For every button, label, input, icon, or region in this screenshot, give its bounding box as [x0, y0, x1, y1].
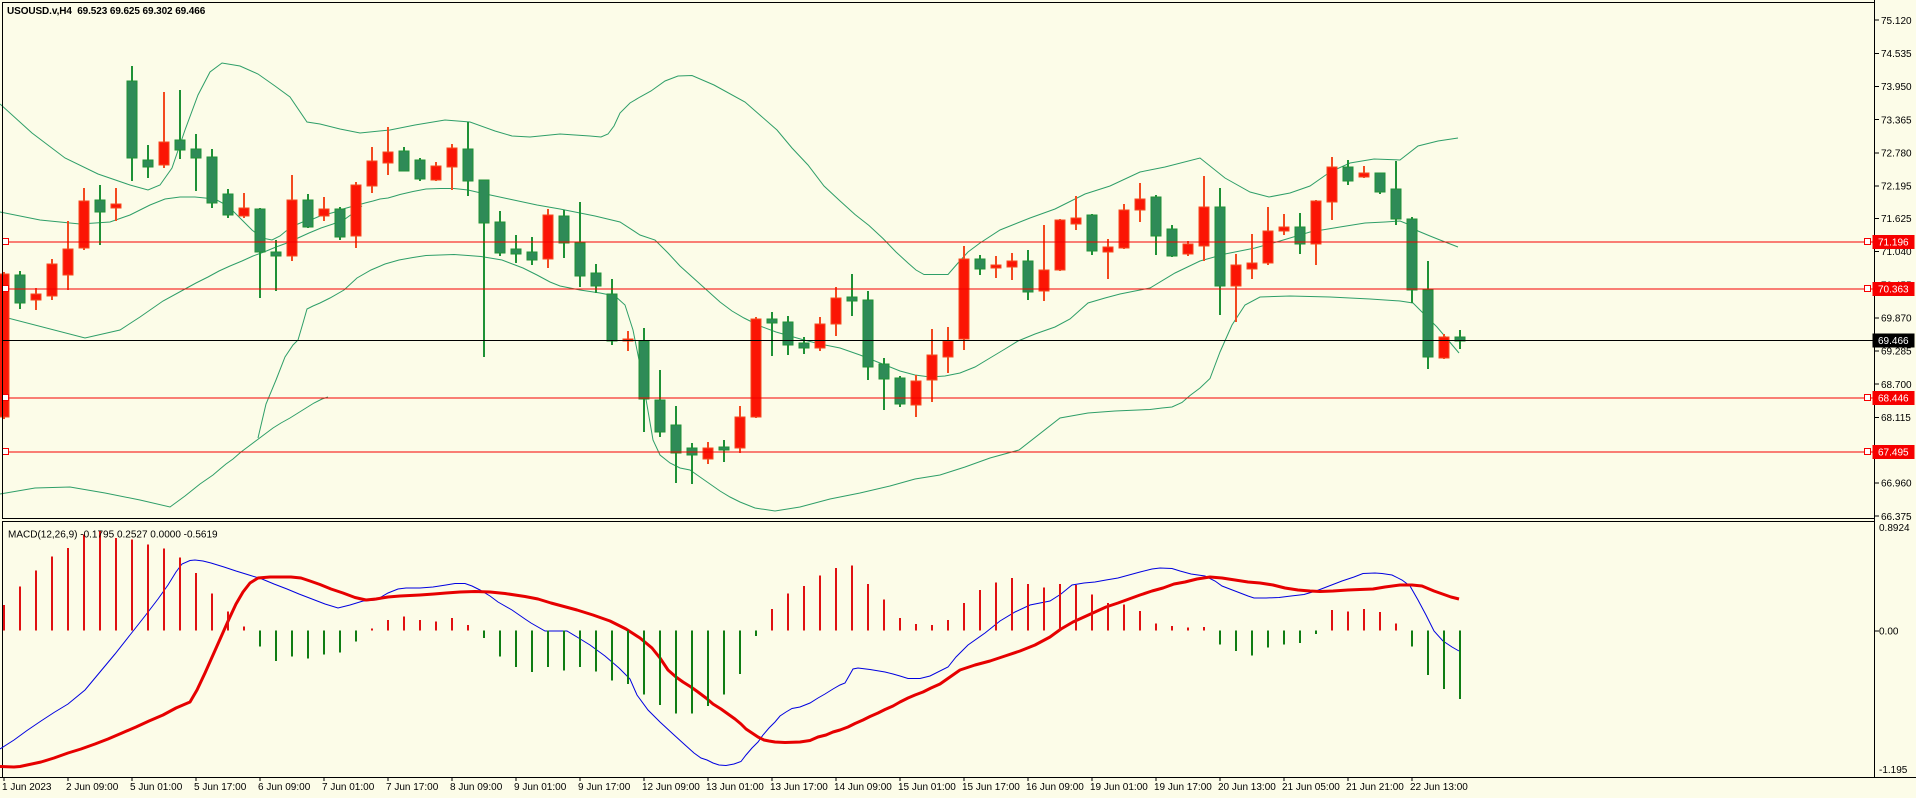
svg-text:70.363: 70.363 — [1878, 285, 1909, 296]
svg-text:75.120: 75.120 — [1881, 16, 1912, 27]
svg-text:12 Jun 09:00: 12 Jun 09:00 — [642, 782, 700, 793]
svg-text:74.535: 74.535 — [1881, 49, 1912, 60]
svg-text:69.466: 69.466 — [1878, 336, 1909, 347]
svg-text:1 Jun 2023: 1 Jun 2023 — [2, 782, 52, 793]
svg-text:6 Jun 09:00: 6 Jun 09:00 — [258, 782, 311, 793]
svg-text:68.115: 68.115 — [1881, 413, 1911, 424]
svg-text:71.625: 71.625 — [1881, 214, 1912, 225]
svg-text:2 Jun 09:00: 2 Jun 09:00 — [66, 782, 119, 793]
svg-text:0.00: 0.00 — [1879, 627, 1899, 638]
svg-text:69.285: 69.285 — [1881, 347, 1912, 358]
svg-text:7 Jun 17:00: 7 Jun 17:00 — [386, 782, 439, 793]
svg-text:13 Jun 01:00: 13 Jun 01:00 — [706, 782, 764, 793]
svg-text:5 Jun 01:00: 5 Jun 01:00 — [130, 782, 183, 793]
svg-text:9 Jun 17:00: 9 Jun 17:00 — [578, 782, 631, 793]
svg-text:0.8924: 0.8924 — [1879, 523, 1910, 534]
svg-text:MACD(12,26,9) -0.1795 0.2527 0: MACD(12,26,9) -0.1795 0.2527 0.0000 -0.5… — [8, 530, 218, 541]
svg-text:19 Jun 01:00: 19 Jun 01:00 — [1090, 782, 1148, 793]
svg-text:14 Jun 09:00: 14 Jun 09:00 — [834, 782, 892, 793]
svg-text:19 Jun 17:00: 19 Jun 17:00 — [1154, 782, 1212, 793]
svg-text:73.950: 73.950 — [1881, 82, 1912, 93]
svg-text:15 Jun 17:00: 15 Jun 17:00 — [962, 782, 1020, 793]
svg-text:68.700: 68.700 — [1881, 380, 1912, 391]
svg-text:20 Jun 13:00: 20 Jun 13:00 — [1218, 782, 1276, 793]
svg-text:USOUSD.v,H4 69.523 69.625 69.: USOUSD.v,H4 69.523 69.625 69.302 69.466 — [7, 6, 206, 17]
svg-text:7 Jun 01:00: 7 Jun 01:00 — [322, 782, 375, 793]
svg-text:68.446: 68.446 — [1878, 394, 1909, 405]
svg-text:72.195: 72.195 — [1881, 182, 1912, 193]
svg-text:73.365: 73.365 — [1881, 115, 1912, 126]
svg-text:13 Jun 17:00: 13 Jun 17:00 — [770, 782, 828, 793]
svg-text:72.780: 72.780 — [1881, 149, 1912, 160]
svg-text:67.495: 67.495 — [1878, 448, 1909, 459]
svg-text:71.196: 71.196 — [1878, 238, 1909, 249]
svg-text:22 Jun 13:00: 22 Jun 13:00 — [1410, 782, 1468, 793]
svg-text:71.040: 71.040 — [1881, 247, 1912, 258]
svg-text:66.960: 66.960 — [1881, 479, 1912, 490]
svg-text:66.375: 66.375 — [1881, 512, 1912, 523]
svg-text:16 Jun 09:00: 16 Jun 09:00 — [1026, 782, 1084, 793]
svg-text:5 Jun 17:00: 5 Jun 17:00 — [194, 782, 247, 793]
svg-text:21 Jun 05:00: 21 Jun 05:00 — [1282, 782, 1340, 793]
svg-text:21 Jun 21:00: 21 Jun 21:00 — [1346, 782, 1404, 793]
svg-text:69.870: 69.870 — [1881, 314, 1912, 325]
svg-text:9 Jun 01:00: 9 Jun 01:00 — [514, 782, 567, 793]
svg-text:15 Jun 01:00: 15 Jun 01:00 — [898, 782, 956, 793]
svg-text:-1.195: -1.195 — [1879, 765, 1908, 776]
svg-text:8 Jun 09:00: 8 Jun 09:00 — [450, 782, 503, 793]
